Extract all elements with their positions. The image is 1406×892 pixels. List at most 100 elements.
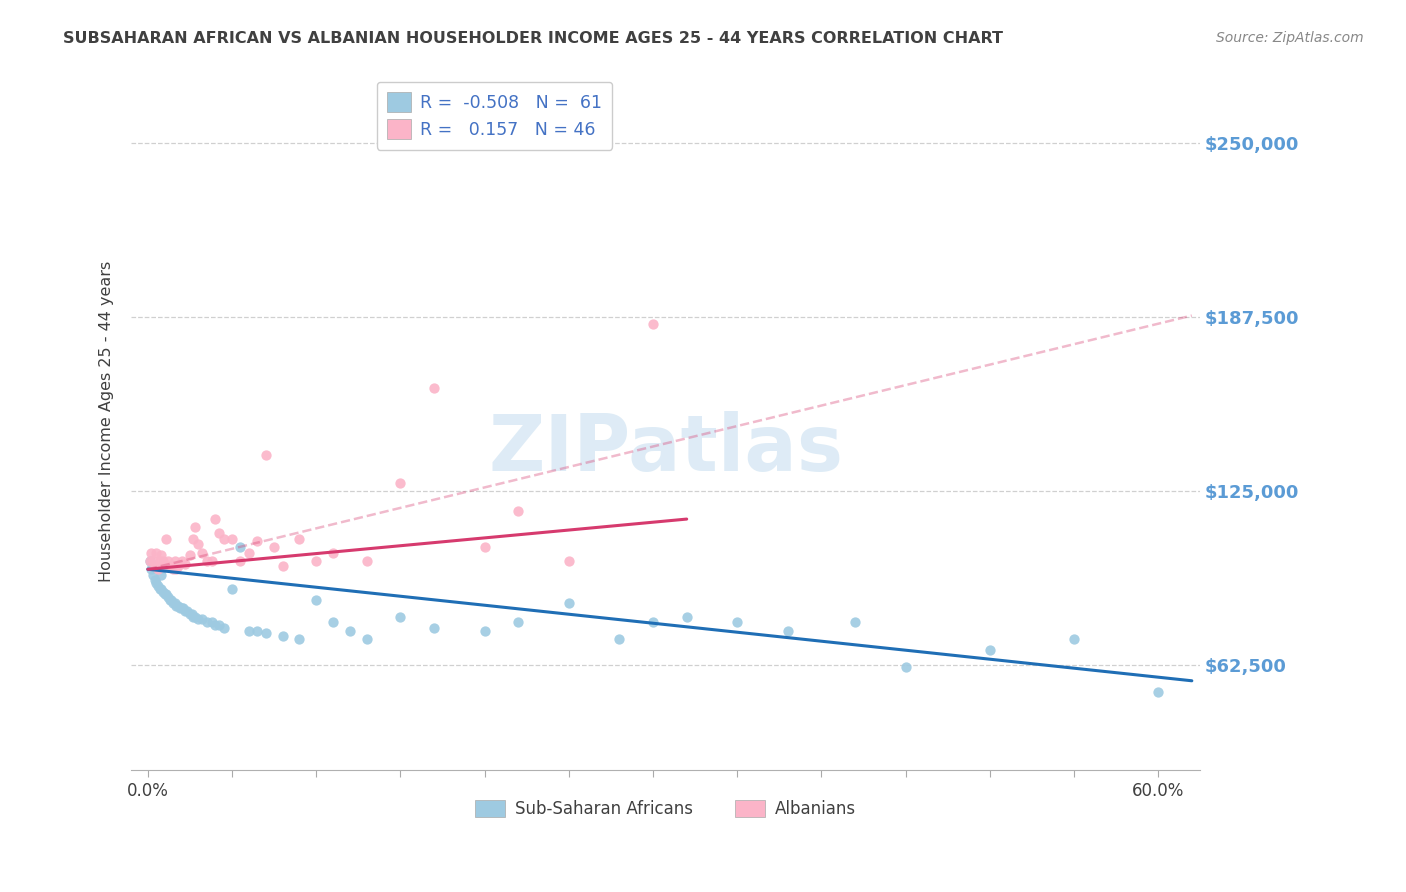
Point <box>157 554 180 568</box>
Point <box>979 643 1001 657</box>
Point <box>558 554 581 568</box>
Point <box>159 559 181 574</box>
Point <box>195 615 218 630</box>
Point <box>155 587 177 601</box>
Point <box>157 590 180 604</box>
Point <box>187 537 209 551</box>
Point <box>153 587 176 601</box>
Point <box>322 545 344 559</box>
Point <box>776 624 799 638</box>
Point <box>149 582 172 596</box>
Point <box>179 607 201 621</box>
Point <box>1063 632 1085 646</box>
Point <box>894 660 917 674</box>
Point <box>150 582 173 596</box>
Point <box>187 612 209 626</box>
Point <box>207 526 229 541</box>
Point <box>423 381 446 395</box>
Point <box>221 532 243 546</box>
Point <box>142 554 165 568</box>
Point <box>201 615 224 630</box>
Point <box>163 554 186 568</box>
Point <box>138 554 160 568</box>
Point <box>169 601 191 615</box>
Point <box>229 540 252 554</box>
Point <box>150 567 173 582</box>
Point <box>152 584 174 599</box>
Point <box>254 626 277 640</box>
Point <box>159 593 181 607</box>
Point <box>246 534 269 549</box>
Point <box>183 609 205 624</box>
Point <box>166 562 188 576</box>
Point <box>184 520 207 534</box>
Point <box>288 532 311 546</box>
Legend: Sub-Saharan Africans, Albanians: Sub-Saharan Africans, Albanians <box>468 793 863 824</box>
Text: SUBSAHARAN AFRICAN VS ALBANIAN HOUSEHOLDER INCOME AGES 25 - 44 YEARS CORRELATION: SUBSAHARAN AFRICAN VS ALBANIAN HOUSEHOLD… <box>63 31 1004 46</box>
Point <box>356 554 378 568</box>
Point <box>146 562 169 576</box>
Point <box>138 554 160 568</box>
Point <box>389 609 412 624</box>
Point <box>170 601 193 615</box>
Point <box>141 545 163 559</box>
Point <box>195 554 218 568</box>
Point <box>152 554 174 568</box>
Point <box>474 624 496 638</box>
Point <box>558 596 581 610</box>
Point <box>172 601 194 615</box>
Point <box>204 512 226 526</box>
Point <box>145 545 167 559</box>
Point <box>229 554 252 568</box>
Point <box>149 554 172 568</box>
Point <box>176 604 198 618</box>
Point <box>155 532 177 546</box>
Point <box>607 632 630 646</box>
Point <box>474 540 496 554</box>
Point <box>160 593 183 607</box>
Point <box>166 599 188 613</box>
Point <box>271 559 294 574</box>
Point <box>221 582 243 596</box>
Point <box>339 624 361 638</box>
Point <box>167 599 190 613</box>
Point <box>163 596 186 610</box>
Point <box>190 612 212 626</box>
Point <box>174 557 197 571</box>
Point <box>174 604 197 618</box>
Point <box>190 545 212 559</box>
Point <box>271 629 294 643</box>
Point <box>254 448 277 462</box>
Point <box>179 549 201 563</box>
Point <box>641 317 664 331</box>
Point <box>170 554 193 568</box>
Point <box>1147 685 1170 699</box>
Point <box>204 618 226 632</box>
Point <box>143 574 166 588</box>
Point <box>184 609 207 624</box>
Point <box>153 559 176 574</box>
Text: Source: ZipAtlas.com: Source: ZipAtlas.com <box>1216 31 1364 45</box>
Text: ZIPatlas: ZIPatlas <box>488 411 844 487</box>
Point <box>725 615 748 630</box>
Point <box>246 624 269 638</box>
Point <box>207 618 229 632</box>
Point <box>180 607 202 621</box>
Point <box>238 624 260 638</box>
Point <box>305 554 328 568</box>
Point <box>162 596 184 610</box>
Y-axis label: Householder Income Ages 25 - 44 years: Householder Income Ages 25 - 44 years <box>100 260 114 582</box>
Point <box>212 532 235 546</box>
Point <box>263 540 285 554</box>
Point <box>641 615 664 630</box>
Point <box>201 554 224 568</box>
Point <box>675 609 697 624</box>
Point <box>389 475 412 490</box>
Point <box>167 559 190 574</box>
Point <box>141 562 163 576</box>
Point <box>288 632 311 646</box>
Point <box>183 532 205 546</box>
Point <box>212 621 235 635</box>
Point <box>238 545 260 559</box>
Point <box>508 615 530 630</box>
